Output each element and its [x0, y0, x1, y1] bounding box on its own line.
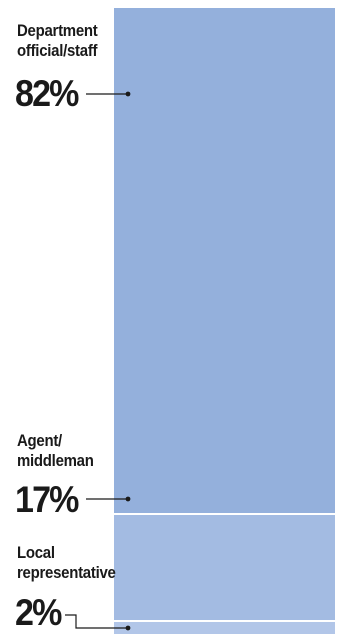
- label-department-official-staff: Department official/staff: [17, 21, 98, 61]
- label-line: Local: [17, 543, 55, 562]
- value-label-agent-middleman: 17%: [15, 479, 79, 520]
- label-line: Department: [17, 21, 98, 40]
- label-line: Agent/: [17, 431, 62, 450]
- label-line: middleman: [17, 451, 94, 470]
- bar-agent-middleman: [114, 514, 335, 620]
- label-line: representative: [17, 563, 116, 582]
- bar-department-official-staff: [114, 8, 335, 513]
- label-line: official/staff: [17, 41, 98, 60]
- value-label-local-representative: 2%: [15, 592, 62, 633]
- label-agent-middleman: Agent/ middleman: [17, 431, 94, 471]
- value-label-department-official-staff: 82%: [15, 73, 79, 114]
- bar-local-representative: [114, 621, 335, 634]
- label-local-representative: Local representative: [17, 543, 116, 583]
